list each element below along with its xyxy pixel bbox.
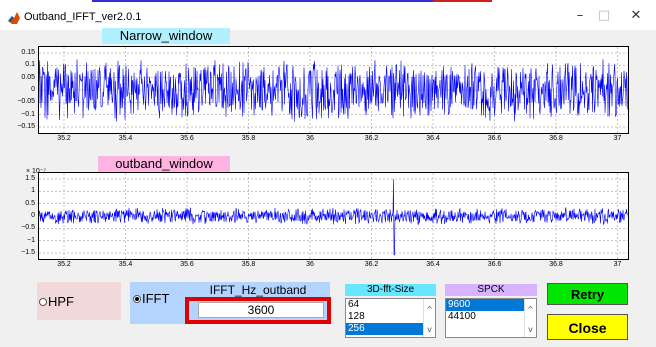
x-tick-label: 36.8 [549,135,563,142]
list-item[interactable]: 44100 [448,311,476,322]
y-tick-label: 1.5 [25,175,35,182]
fft-size-scrollbar[interactable]: ^ v [423,299,435,337]
close-window-button[interactable]: ✕ [630,8,642,23]
y-tick-label: 0 [31,212,35,219]
spck-label: SPCK [445,284,537,296]
x-tick-label: 35.2 [57,261,71,268]
ifft-label: IFFT [142,291,170,307]
scroll-down-icon[interactable]: v [427,325,432,334]
x-tick-label: 36.4 [426,261,440,268]
ifft-radio[interactable]: IFFT [133,290,169,308]
close-button[interactable]: Close [547,314,628,340]
hpf-radio-circle[interactable] [39,297,47,306]
hpf-radio[interactable]: HPF [39,293,74,311]
ifft-hz-label: IFFT_Hz_outband [209,283,307,297]
outband-window-plot[interactable] [38,172,629,260]
narrow-window-plot[interactable] [38,46,629,134]
x-tick-label: 36 [306,135,314,142]
outband-signal-svg [39,173,628,259]
y-tick-label: −0.15 [17,123,35,130]
x-tick-label: 35.2 [57,135,71,142]
narrow-grid [39,47,628,133]
maximize-button[interactable]: □ [597,8,611,23]
narrow-signal-svg [39,47,628,133]
y-tick-label: 0.5 [25,199,35,207]
window-title: Outband_IFFT_ver2.0.1 [24,11,142,23]
ifft-hz-input[interactable]: 3600 [198,302,324,318]
top-edge-stripe [0,0,656,2]
narrow-window-title: Narrow_window [102,28,230,44]
narrow-signal-trace [39,59,628,122]
y-tick-label: −0.05 [17,98,35,106]
x-tick-label: 36.6 [487,135,502,142]
list-item[interactable]: 64 [348,299,360,310]
scroll-up-icon[interactable]: ^ [527,305,534,314]
y-tick-label: −0.1 [21,110,35,118]
x-tick-label: 36.4 [426,135,440,142]
x-tick-label: 35.8 [241,135,256,142]
x-tick-label: 36.8 [549,261,563,268]
x-tick-label: 35.8 [241,261,256,268]
list-item[interactable]: 9600 [446,299,536,311]
x-tick-label: 35.6 [180,135,194,142]
y-tick-label: 0.1 [25,61,35,69]
fft-size-listbox[interactable]: 64 128 256 ^ v [345,298,436,338]
x-tick-label: 36 [306,261,314,268]
x-tick-label: 36.6 [487,261,502,268]
list-item[interactable]: 256 [346,323,435,335]
fft-size-label: 3D-fft-Size [345,284,436,296]
y-tick-label: −1 [27,236,35,244]
x-tick-label: 37 [613,135,622,142]
y-tick-label: −0.5 [21,224,35,232]
title-bar: Outband_IFFT_ver2.0.1 [0,2,656,30]
scroll-down-icon[interactable]: v [528,325,533,334]
hpf-label: HPF [48,294,74,310]
matlab-icon [8,11,20,24]
x-tick-label: 35.4 [118,261,133,268]
retry-button[interactable]: Retry [547,283,628,305]
ifft-hz-highlight [185,297,331,324]
y-tick-label: 0.15 [21,49,35,56]
spck-scrollbar[interactable]: ^ v [524,299,536,337]
x-tick-label: 35.4 [118,135,133,142]
scroll-up-icon[interactable]: ^ [426,305,433,314]
minimize-button[interactable]: – [576,8,584,23]
y-tick-label: 1 [31,187,35,195]
x-tick-label: 36.2 [364,135,379,142]
hpf-panel [37,282,121,320]
outband-exponent-label: × 10⁻⁷ [26,168,47,175]
y-tick-label: −1.5 [21,249,35,256]
spck-listbox[interactable]: 9600 44100 ^ v [445,298,537,338]
outband-window-title: outband_window [98,156,230,172]
y-tick-label: 0.05 [21,73,35,81]
x-tick-label: 37 [613,261,622,268]
x-tick-label: 36.2 [364,261,379,268]
y-tick-label: 0 [31,86,35,93]
ifft-radio-circle[interactable] [133,294,141,303]
list-item[interactable]: 128 [348,311,365,322]
x-tick-label: 35.6 [180,261,194,268]
outband-signal-trace [39,178,628,256]
